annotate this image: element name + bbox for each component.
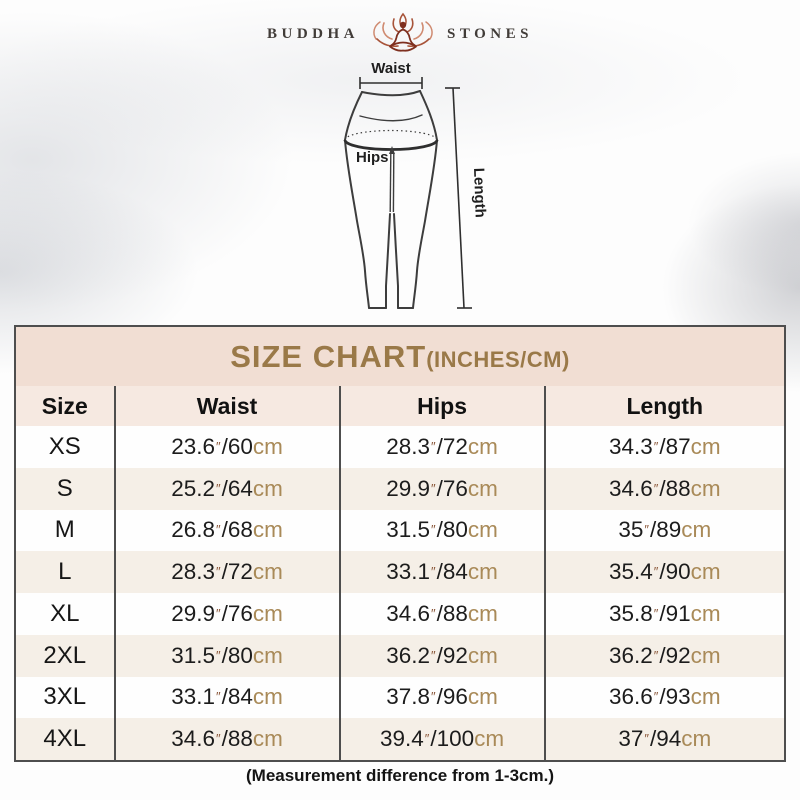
waist-measurement-cell: 25.2 ″/64 cm	[113, 467, 339, 510]
length-measurement-cell: 37 ″/94 cm	[543, 718, 784, 760]
waist-measurement-cell: 28.3 ″/72 cm	[113, 551, 339, 593]
hips-label: Hips	[356, 149, 389, 166]
hips-measurement-cell: 29.9 ″/76 cm	[338, 467, 544, 510]
size-cell: L	[58, 558, 72, 586]
length-measurement-cell: 35.8 ″/91 cm	[543, 593, 784, 635]
measurement-footnote: (Measurement difference from 1-3cm.)	[246, 766, 554, 785]
size-row-m: M 26.8 ″/68 cm 31.5 ″/80 cm 35 ″/89 cm	[16, 509, 784, 552]
length-measurement-cell: 36.6 ″/93 cm	[543, 676, 784, 719]
size-row-xs: XS 23.6 ″/60 cm 28.3 ″/72 cm 34.3 ″/87 cm	[16, 426, 784, 468]
size-cell: XS	[48, 432, 81, 460]
waist-measurement-cell: 31.5 ″/80 cm	[113, 634, 339, 677]
table-header-row: Size Waist Hips Length	[16, 386, 784, 426]
length-measurement-cell: 34.3 ″/87 cm	[543, 426, 784, 468]
hips-measurement-cell: 37.8 ″/96 cm	[338, 676, 544, 719]
size-row-xl: XL 29.9 ″/76 cm 34.6 ″/88 cm 35.8 ″/91 cm	[16, 593, 784, 635]
lotus-meditation-icon	[370, 11, 436, 57]
waist-measurement-cell: 34.6 ″/88 cm	[113, 718, 339, 760]
brand-header: BUDDHA STONES	[0, 8, 800, 60]
size-chart-title-text: SIZE CHART	[230, 339, 427, 374]
waist-label: Waist	[371, 60, 410, 77]
brand-name-left: BUDDHA	[267, 25, 360, 42]
hips-measurement-cell: 28.3 ″/72 cm	[338, 426, 544, 468]
hips-measurement-cell: 34.6 ″/88 cm	[338, 593, 544, 635]
center-seam	[389, 146, 395, 213]
size-row-3xl: 3XL 33.1 ″/84 cm 37.8 ″/96 cm 36.6 ″/93 cm	[16, 676, 784, 719]
column-header-waist: Waist	[113, 386, 339, 426]
length-label: Length	[470, 168, 489, 219]
column-header-size: Size	[41, 392, 88, 419]
waist-measurement-cell: 33.1 ″/84 cm	[113, 676, 339, 719]
size-chart-title-units: (INCHES/CM)	[426, 347, 570, 372]
size-cell: 3XL	[43, 683, 87, 711]
brand-name-right: STONES	[447, 25, 533, 42]
hips-ellipse	[343, 129, 439, 151]
size-chart-title: SIZE CHART (INCHES/CM)	[16, 327, 784, 386]
length-measurement-cell: 35 ″/89 cm	[543, 509, 784, 552]
leggings-outline	[344, 90, 438, 309]
leggings-measurement-diagram: Waist	[312, 56, 502, 326]
hips-measurement-cell: 39.4 ″/100 cm	[338, 718, 544, 760]
size-row-l: L 28.3 ″/72 cm 33.1 ″/84 cm 35.4 ″/90 cm	[16, 551, 784, 593]
hips-measurement-cell: 36.2 ″/92 cm	[338, 634, 544, 677]
size-row-2xl: 2XL 31.5 ″/80 cm 36.2 ″/92 cm 36.2 ″/92 cm	[16, 634, 784, 677]
size-cell: S	[56, 474, 73, 502]
waist-measurement-cell: 23.6 ″/60 cm	[113, 426, 339, 468]
size-cell: 4XL	[43, 725, 87, 753]
size-cell: XL	[50, 599, 80, 627]
column-header-length: Length	[543, 386, 784, 426]
length-measurement-cell: 35.4 ″/90 cm	[543, 551, 784, 593]
size-chart-table: SIZE CHART (INCHES/CM) Size Waist Hips Lengt…	[14, 325, 786, 762]
waist-measurement-cell: 29.9 ″/76 cm	[113, 593, 339, 635]
hips-measurement-cell: 33.1 ″/84 cm	[338, 551, 544, 593]
size-row-s: S 25.2 ″/64 cm 29.9 ″/76 cm 34.6 ″/88 cm	[16, 467, 784, 510]
length-measure-line	[445, 87, 472, 309]
size-row-4xl: 4XL 34.6 ″/88 cm 39.4 ″/100 cm 37 ″/94 cm	[16, 718, 784, 760]
size-cell: M	[54, 516, 75, 544]
column-header-hips: Hips	[338, 386, 544, 426]
table-body: XS 23.6 ″/60 cm 28.3 ″/72 cm 34.3 ″/87 cm S 25.2 ″ /…	[16, 426, 784, 760]
waist-measurement-cell: 26.8 ″/68 cm	[113, 509, 339, 552]
size-cell: 2XL	[43, 641, 87, 669]
hips-measurement-cell: 31.5 ″/80 cm	[338, 509, 544, 552]
length-measurement-cell: 36.2 ″/92 cm	[543, 634, 784, 677]
waist-measure-line	[359, 77, 423, 89]
length-measurement-cell: 34.6 ″/88 cm	[543, 467, 784, 510]
